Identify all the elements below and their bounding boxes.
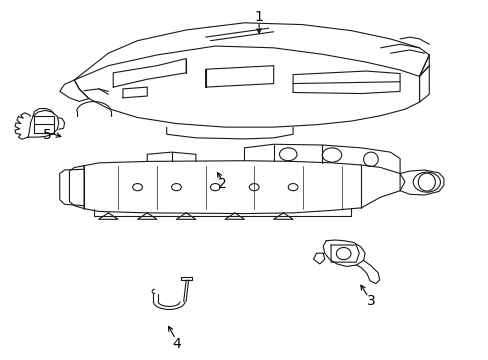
Text: 3: 3 — [366, 294, 374, 309]
Text: 5: 5 — [43, 129, 52, 142]
Text: 1: 1 — [254, 10, 263, 24]
Text: 4: 4 — [172, 337, 181, 351]
Text: 2: 2 — [218, 176, 226, 190]
